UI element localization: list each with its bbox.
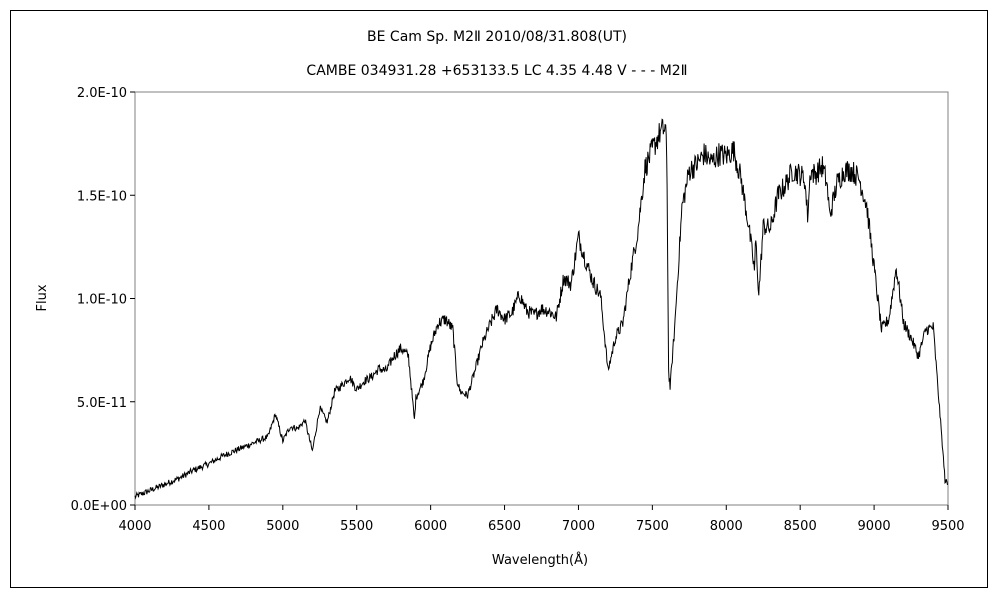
x-tick-label: 6500 — [488, 519, 521, 534]
y-tick-label: 0.0E+00 — [71, 499, 127, 514]
x-tick-label: 8000 — [710, 519, 743, 534]
x-tick-label: 6000 — [414, 519, 447, 534]
x-tick-label: 5500 — [340, 519, 373, 534]
y-axis-label: Flux — [35, 284, 50, 311]
x-tick-label: 4500 — [192, 519, 225, 534]
chart-title: BE Cam Sp. M2Ⅱ 2010/08/31.808(UT) — [367, 29, 627, 45]
x-axis-label: Wavelength(Å) — [492, 552, 588, 568]
x-tick-label: 4000 — [118, 519, 151, 534]
x-tick-label: 9500 — [931, 519, 964, 534]
x-tick-label: 5000 — [266, 519, 299, 534]
x-tick-label: 8500 — [784, 519, 817, 534]
y-tick-label: 1.5E-10 — [77, 189, 127, 204]
plot-area — [134, 91, 949, 506]
y-tick-label: 5.0E-11 — [77, 396, 127, 411]
spectrum-series-line — [134, 118, 948, 500]
y-tick-label: 2.0E-10 — [77, 86, 127, 101]
y-axis: 0.0E+00 5.0E-11 1.0E-10 1.5E-10 2.0E-10 — [71, 86, 135, 514]
x-tick-label: 7500 — [636, 519, 669, 534]
y-tick-label: 1.0E-10 — [77, 293, 127, 308]
chart-subtitle: CAMBE 034931.28 +653133.5 LC 4.35 4.48 V… — [306, 63, 687, 79]
x-axis: 4000 4500 5000 5500 6000 6500 7000 7500 8000 8500… — [118, 505, 965, 534]
x-tick-label: 7000 — [562, 519, 595, 534]
x-tick-label: 9000 — [858, 519, 891, 534]
